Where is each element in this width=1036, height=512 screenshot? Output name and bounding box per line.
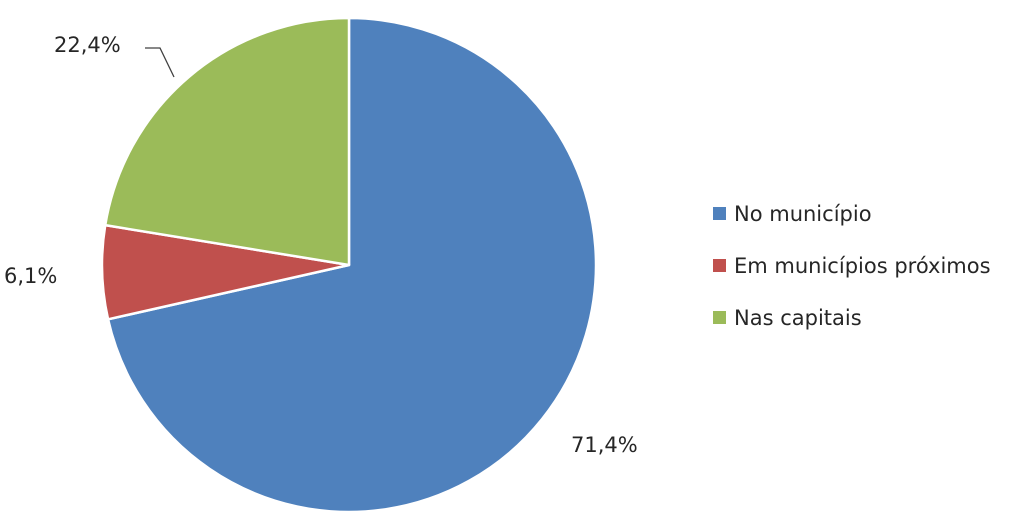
data-label-em-municipios-proximos: 6,1%	[4, 264, 57, 288]
legend-swatch-em-municipios-proximos	[713, 259, 726, 272]
data-label-no-municipio: 71,4%	[571, 433, 638, 457]
legend-label-em-municipios-proximos: Em municípios próximos	[734, 254, 991, 278]
leader-line-nas-capitais	[145, 47, 175, 78]
leader-lines	[145, 47, 175, 78]
legend: No município Em municípios próximos Nas ca…	[713, 202, 991, 330]
legend-swatch-nas-capitais	[713, 311, 726, 324]
legend-label-nas-capitais: Nas capitais	[734, 306, 862, 330]
pie-slice-no-municipio	[106, 16, 598, 512]
pie-slice-nas-capitais	[103, 16, 351, 267]
pie-slices	[100, 16, 598, 512]
data-label-nas-capitais: 22,4%	[54, 33, 121, 57]
data-labels: 71,4% 6,1% 22,4%	[4, 33, 638, 457]
legend-label-no-municipio: No município	[734, 202, 872, 226]
legend-swatch-no-municipio	[713, 207, 726, 220]
